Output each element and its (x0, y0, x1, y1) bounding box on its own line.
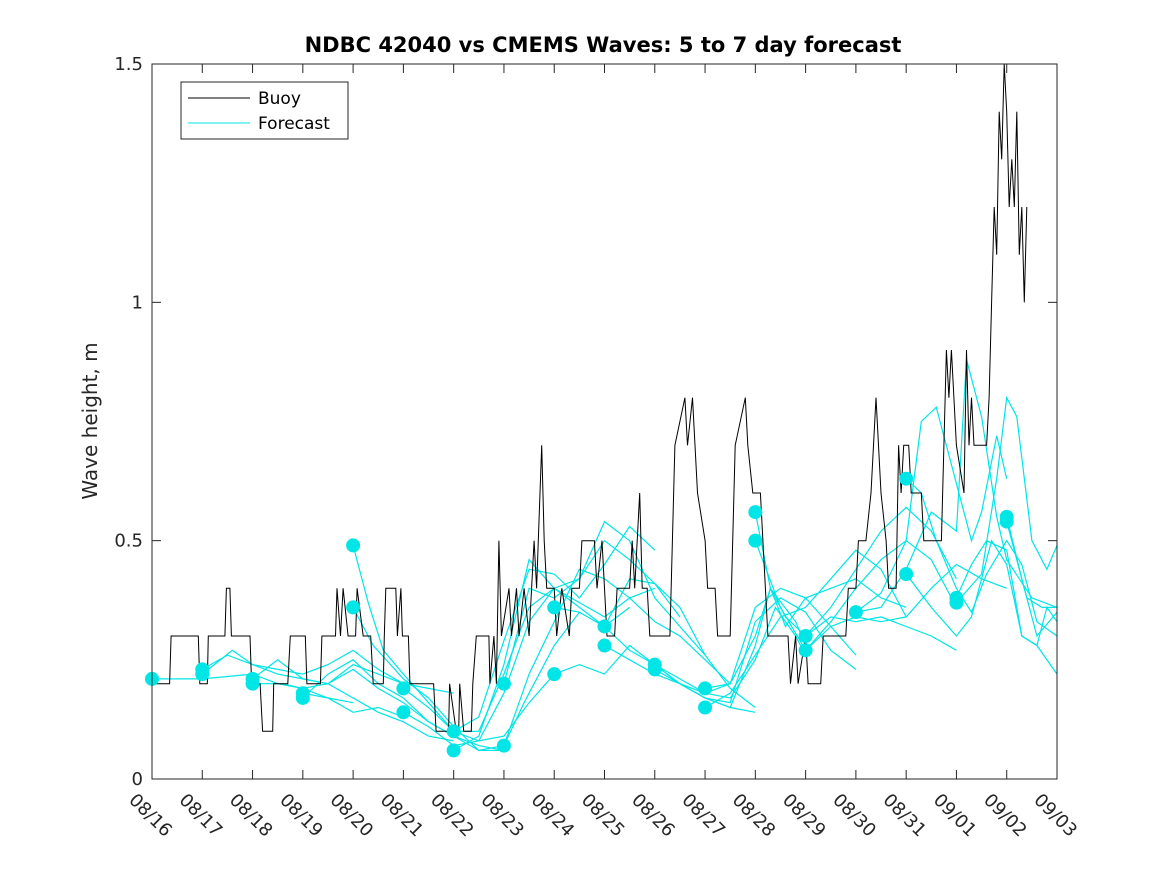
y-axis: 0 0.5 1 1.5 (114, 54, 1057, 790)
forecast-trace (905, 478, 1058, 637)
forecast-marker (798, 643, 813, 658)
forecast-marker (999, 514, 1014, 529)
forecast-trace (805, 563, 1007, 651)
buoy-line (152, 63, 1028, 732)
legend-box (180, 81, 349, 140)
forecast-trace (654, 597, 857, 704)
forecast-trace (202, 649, 454, 694)
forecast-trace (503, 520, 706, 684)
y-tick-label: 0.5 (114, 531, 143, 552)
forecast-trace (704, 549, 907, 709)
forecast-trace (352, 607, 580, 752)
forecast-trace (604, 606, 807, 699)
forecast-marker (748, 533, 763, 548)
forecast-marker (547, 667, 562, 682)
forecast-trace (302, 692, 404, 718)
forecast-marker (899, 567, 914, 582)
forecast-marker (748, 505, 763, 520)
buoy-series (152, 63, 1028, 732)
forecast-marker (949, 595, 964, 610)
forecast-marker (597, 619, 612, 634)
forecast-marker (698, 700, 713, 715)
forecast-series (152, 359, 1058, 752)
legend: Buoy Forecast (180, 81, 349, 140)
forecast-marker (295, 690, 310, 705)
forecast-marker (597, 638, 612, 653)
legend-buoy-label: Buoy (258, 89, 301, 109)
forecast-trace (302, 659, 504, 751)
forecast-marker (647, 662, 662, 677)
forecast-marker (245, 676, 260, 691)
forecast-trace (955, 395, 1058, 603)
forecast-marker (396, 681, 411, 696)
y-tick-label: 1 (132, 292, 143, 313)
forecast-marker (346, 600, 361, 615)
forecast-trace (1006, 521, 1057, 608)
forecast-marker (899, 471, 914, 486)
forecast-trace (554, 578, 756, 708)
forecast-trace (403, 587, 630, 732)
forecast-trace (955, 539, 1058, 647)
forecast-trace (1006, 516, 1058, 638)
forecast-trace (805, 616, 957, 651)
forecast-trace (855, 406, 1008, 613)
forecast-marker (446, 743, 461, 758)
forecast-marker (396, 705, 411, 720)
forecast-marker (848, 605, 863, 620)
forecast-trace (252, 668, 505, 751)
forecast-trace (704, 578, 907, 689)
legend-forecast-label: Forecast (258, 114, 330, 134)
y-tick-label: 0 (132, 769, 143, 790)
forecast-marker (547, 600, 562, 615)
chart-title: NDBC 42040 vs CMEMS Waves: 5 to 7 day fo… (305, 33, 902, 57)
forecast-marker (496, 738, 511, 753)
forecast-trace (754, 506, 957, 637)
y-axis-label: Wave height, m (78, 342, 102, 499)
forecast-trace (453, 525, 656, 732)
y-tick-label: 1.5 (114, 54, 143, 75)
forecast-marker (446, 724, 461, 739)
forecast-marker (798, 629, 813, 643)
forecast-trace (252, 659, 454, 742)
forecast-marker (195, 662, 210, 677)
plot-area (152, 64, 1057, 779)
forecast-markers (145, 471, 1014, 758)
forecast-trace (604, 586, 807, 709)
forecast-marker (496, 676, 511, 691)
forecast-marker (346, 538, 361, 553)
forecast-marker (698, 681, 713, 696)
